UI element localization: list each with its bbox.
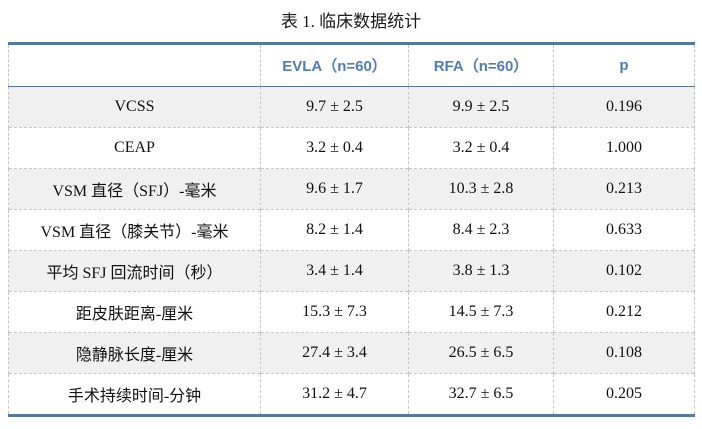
rfa-value: 9.9 ± 2.5: [408, 86, 554, 128]
rfa-value: 32.7 ± 6.5: [408, 373, 554, 416]
row-label: 隐静脉长度-厘米: [8, 332, 261, 374]
evla-value: 15.3 ± 7.3: [260, 291, 409, 333]
p-value: 0.205: [553, 373, 695, 416]
p-value: 1.000: [553, 127, 695, 169]
table-row: 手术持续时间-分钟 31.2 ± 4.7 32.7 ± 6.5 0.205: [8, 373, 695, 416]
p-value: 0.212: [553, 291, 695, 333]
p-value: 0.196: [553, 86, 695, 128]
row-label: VSM 直径（膝关节）-毫米: [8, 209, 261, 251]
p-value: 0.102: [553, 250, 695, 292]
row-label: 距皮肤距离-厘米: [8, 291, 261, 333]
evla-value: 3.4 ± 1.4: [260, 250, 409, 292]
evla-value: 31.2 ± 4.7: [260, 373, 409, 416]
table-row: CEAP 3.2 ± 0.4 3.2 ± 0.4 1.000: [8, 127, 695, 169]
column-header-evla: EVLA（n=60）: [260, 43, 409, 87]
evla-value: 8.2 ± 1.4: [260, 209, 409, 251]
table-row: VCSS 9.7 ± 2.5 9.9 ± 2.5 0.196: [8, 86, 695, 128]
rfa-value: 8.4 ± 2.3: [408, 209, 554, 251]
row-label: VSM 直径（SFJ）-毫米: [8, 168, 261, 210]
p-value: 0.633: [553, 209, 695, 251]
table-row: 平均 SFJ 回流时间（秒） 3.4 ± 1.4 3.8 ± 1.3 0.102: [8, 250, 695, 292]
header-row: EVLA（n=60） RFA（n=60） p: [8, 43, 695, 87]
rfa-value: 26.5 ± 6.5: [408, 332, 554, 374]
table-row: VSM 直径（膝关节）-毫米 8.2 ± 1.4 8.4 ± 2.3 0.633: [8, 209, 695, 251]
column-header-parameter: [8, 43, 261, 87]
evla-value: 9.6 ± 1.7: [260, 168, 409, 210]
rfa-value: 14.5 ± 7.3: [408, 291, 554, 333]
rfa-value: 10.3 ± 2.8: [408, 168, 554, 210]
row-label: CEAP: [8, 127, 261, 169]
row-label: VCSS: [8, 86, 261, 128]
table-row: 距皮肤距离-厘米 15.3 ± 7.3 14.5 ± 7.3 0.212: [8, 291, 695, 333]
table-row: VSM 直径（SFJ）-毫米 9.6 ± 1.7 10.3 ± 2.8 0.21…: [8, 168, 695, 210]
evla-value: 27.4 ± 3.4: [260, 332, 409, 374]
column-header-p: p: [553, 43, 695, 87]
row-label: 平均 SFJ 回流时间（秒）: [8, 250, 261, 292]
row-label: 手术持续时间-分钟: [8, 373, 261, 416]
evla-value: 9.7 ± 2.5: [260, 86, 409, 128]
p-value: 0.213: [553, 168, 695, 210]
rfa-value: 3.2 ± 0.4: [408, 127, 554, 169]
evla-value: 3.2 ± 0.4: [260, 127, 409, 169]
rfa-value: 3.8 ± 1.3: [408, 250, 554, 292]
clinical-data-table: EVLA（n=60） RFA（n=60） p VCSS 9.7 ± 2.5 9.…: [8, 42, 695, 417]
table-caption: 表 1. 临床数据统计: [280, 12, 422, 31]
table-row: 隐静脉长度-厘米 27.4 ± 3.4 26.5 ± 6.5 0.108: [8, 332, 695, 374]
column-header-rfa: RFA（n=60）: [408, 43, 554, 87]
p-value: 0.108: [553, 332, 695, 374]
